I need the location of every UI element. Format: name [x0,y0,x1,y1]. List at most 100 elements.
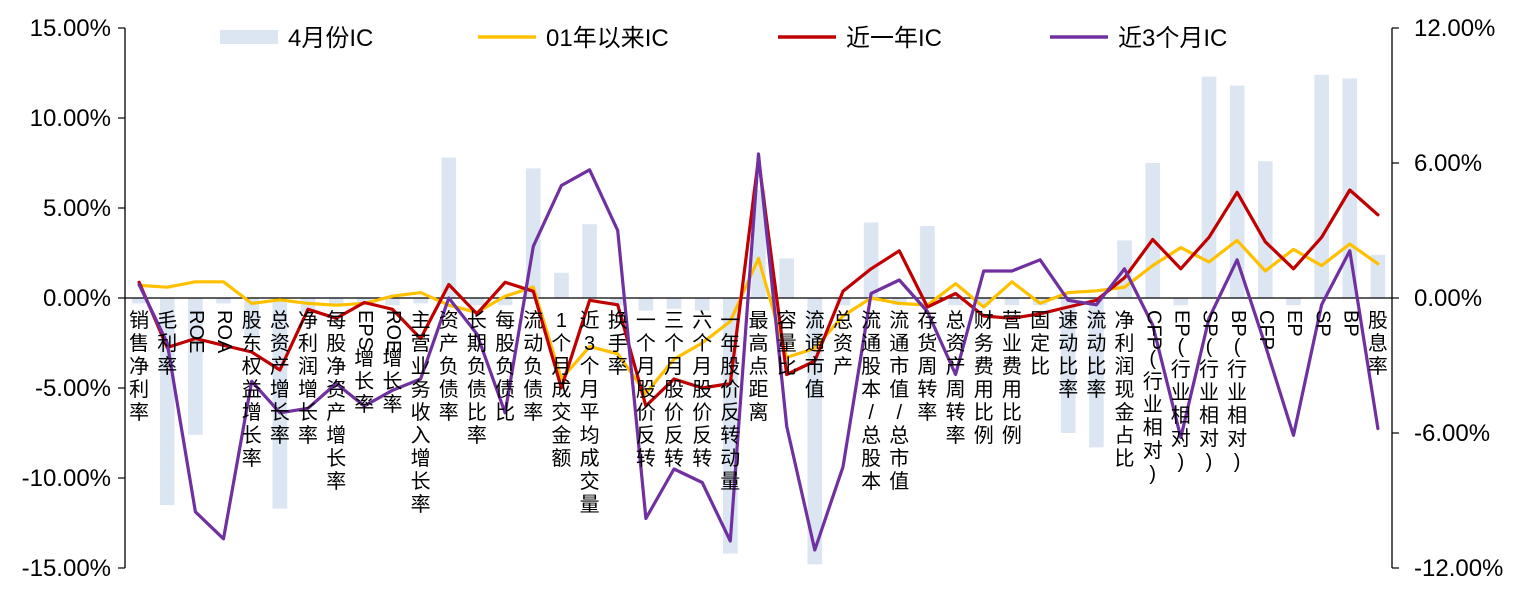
svg-text:产: 产 [270,355,290,378]
svg-text:(: ( [1177,336,1184,358]
svg-text:长: 长 [270,401,290,424]
svg-text:金: 金 [551,424,571,447]
svg-text:率: 率 [917,401,937,424]
svg-text:长: 长 [242,424,262,447]
svg-text:营: 营 [1002,309,1022,332]
svg-text:例: 例 [1002,424,1022,447]
svg-text:产: 产 [439,332,459,355]
right-tick-label: 6.00% [1414,150,1482,177]
svg-text:年: 年 [720,332,740,355]
svg-text:相: 相 [1143,416,1163,439]
svg-text:交: 交 [551,401,571,424]
svg-text:率: 率 [946,424,966,447]
svg-text:毛: 毛 [157,309,177,332]
svg-text:负: 负 [523,355,543,378]
svg-text:市: 市 [805,355,825,378]
svg-text:本: 本 [861,378,881,401]
svg-text:(: ( [1234,336,1241,358]
bar-12 [470,298,485,305]
svg-text:对: 对 [1227,427,1247,450]
svg-text:资: 资 [946,332,966,355]
svg-text:营: 营 [411,332,431,355]
svg-text:业: 业 [411,355,431,378]
svg-text:率: 率 [1086,378,1106,401]
svg-text:容: 容 [777,309,797,332]
svg-text:交: 交 [580,470,600,493]
svg-text:高: 高 [749,332,769,355]
svg-text:个: 个 [580,355,600,378]
svg-text:对: 对 [1199,427,1219,450]
svg-text:ROE: ROE [382,310,404,353]
svg-text:股: 股 [720,356,740,378]
svg-text:增: 增 [242,401,262,424]
svg-text:增: 增 [298,378,318,401]
svg-text:): ) [1234,451,1241,473]
svg-text:月: 月 [692,356,712,378]
svg-text:比: 比 [495,401,515,424]
bar-38 [1202,77,1217,298]
svg-text:东: 东 [242,332,262,355]
svg-text:率: 率 [608,355,628,378]
left-tick-label: -10.00% [22,465,111,492]
svg-text:率: 率 [242,447,262,470]
svg-text:业: 业 [1227,381,1247,404]
left-tick-label: 15.00% [30,15,111,42]
svg-text:增: 增 [270,378,290,401]
svg-text:股: 股 [692,379,712,401]
svg-text:转: 转 [692,447,712,470]
svg-text:售: 售 [129,332,149,355]
svg-text:费: 费 [1002,355,1022,378]
svg-text:动: 动 [1058,332,1078,355]
legend-swatch-bar [220,30,278,44]
svg-text:个: 个 [692,332,712,355]
svg-text:换: 换 [608,309,628,332]
svg-text:权: 权 [242,355,262,378]
svg-text:价: 价 [664,402,684,424]
svg-text:月: 月 [636,356,656,378]
bar-18 [639,298,654,311]
svg-text:成: 成 [551,378,571,401]
svg-text:产: 产 [833,355,853,378]
right-tick-label: -12.00% [1414,555,1503,582]
svg-text:反: 反 [692,424,712,447]
svg-text:流: 流 [889,309,909,332]
svg-text:速: 速 [1058,309,1078,332]
legend-label: 01年以来IC [546,25,669,52]
category-label: 总资产 [833,309,853,378]
svg-text:用: 用 [974,379,994,401]
svg-text:EP: EP [1171,310,1193,337]
left-tick-label: 0.00% [43,285,111,312]
left-tick-label: -15.00% [22,555,111,582]
svg-text:资: 资 [326,378,346,401]
svg-text:入: 入 [411,425,431,447]
svg-text:行: 行 [1227,358,1247,381]
svg-text:通: 通 [805,332,825,355]
svg-text:费: 费 [974,355,994,378]
svg-text:比: 比 [777,355,797,378]
svg-text:SP: SP [1199,310,1221,337]
svg-text:对: 对 [1143,439,1163,462]
svg-text:SP: SP [1311,310,1333,337]
svg-text:总: 总 [889,424,909,447]
svg-text:增: 增 [383,347,403,370]
legend-label: 4月份IC [288,25,373,52]
svg-text:转: 转 [946,401,966,424]
svg-text:本: 本 [861,470,881,493]
left-tick-label: -5.00% [35,375,111,402]
svg-text:每: 每 [495,309,515,332]
svg-text:净: 净 [326,355,346,378]
svg-text:长: 长 [298,401,318,424]
svg-text:比: 比 [1058,355,1078,378]
svg-text:BP: BP [1227,310,1249,337]
svg-text:1: 1 [556,310,567,332]
left-tick-label: 5.00% [43,195,111,222]
